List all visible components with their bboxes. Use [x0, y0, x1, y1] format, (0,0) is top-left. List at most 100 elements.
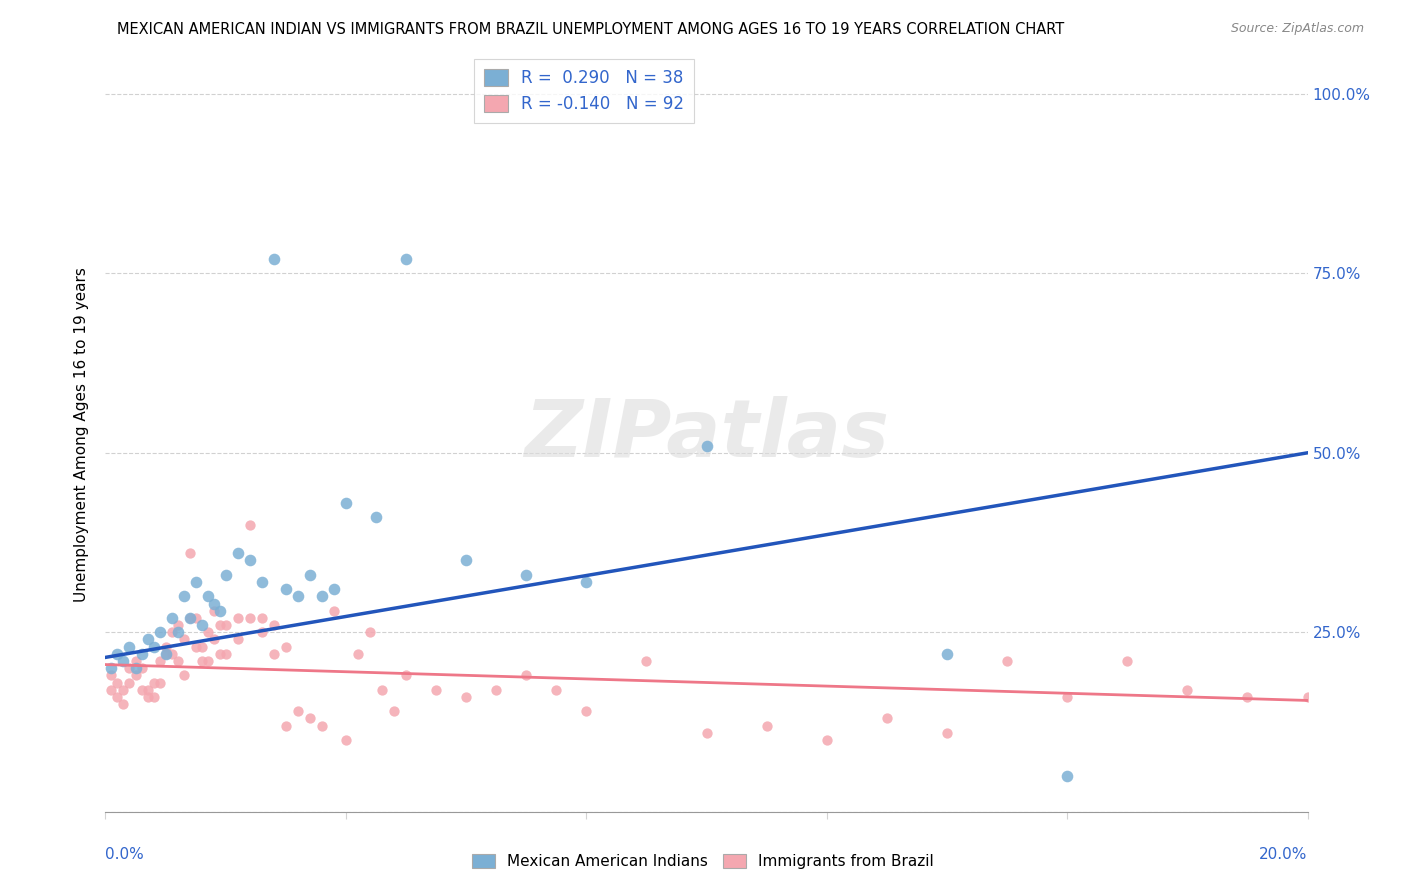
Point	[250, 574, 273, 589]
Point	[202, 632, 225, 647]
Point	[214, 567, 236, 582]
Point	[173, 668, 195, 682]
Point	[208, 618, 231, 632]
Point	[190, 618, 212, 632]
Point	[1056, 769, 1078, 783]
Point	[100, 682, 122, 697]
Point	[155, 647, 177, 661]
Point	[136, 682, 159, 697]
Point	[197, 654, 219, 668]
Point	[100, 668, 122, 682]
Y-axis label: Unemployment Among Ages 16 to 19 years: Unemployment Among Ages 16 to 19 years	[75, 268, 90, 602]
Point	[184, 640, 207, 654]
Point	[239, 611, 262, 625]
Point	[124, 661, 146, 675]
Point	[197, 625, 219, 640]
Point	[395, 252, 418, 266]
Point	[515, 668, 537, 682]
Point	[131, 647, 153, 661]
Point	[214, 647, 236, 661]
Point	[287, 590, 309, 604]
Text: 20.0%: 20.0%	[1260, 847, 1308, 863]
Point	[274, 640, 297, 654]
Point	[148, 625, 170, 640]
Point	[136, 690, 159, 704]
Point	[1175, 682, 1198, 697]
Point	[1236, 690, 1258, 704]
Point	[263, 647, 285, 661]
Point	[335, 733, 357, 747]
Point	[184, 611, 207, 625]
Point	[335, 496, 357, 510]
Point	[202, 604, 225, 618]
Point	[359, 625, 381, 640]
Point	[274, 718, 297, 732]
Point	[136, 632, 159, 647]
Point	[197, 590, 219, 604]
Point	[250, 611, 273, 625]
Point	[160, 611, 183, 625]
Point	[166, 625, 188, 640]
Text: 0.0%: 0.0%	[105, 847, 145, 863]
Point	[190, 640, 212, 654]
Point	[755, 718, 778, 732]
Point	[239, 553, 262, 567]
Point	[166, 654, 188, 668]
Point	[142, 675, 165, 690]
Point	[1357, 697, 1379, 711]
Point	[148, 675, 170, 690]
Point	[118, 675, 141, 690]
Point	[148, 654, 170, 668]
Point	[131, 682, 153, 697]
Point	[347, 647, 370, 661]
Point	[202, 597, 225, 611]
Point	[160, 625, 183, 640]
Point	[118, 661, 141, 675]
Point	[179, 611, 201, 625]
Point	[173, 632, 195, 647]
Point	[107, 690, 129, 704]
Point	[815, 733, 838, 747]
Point	[263, 252, 285, 266]
Point	[696, 725, 718, 739]
Point	[936, 725, 959, 739]
Point	[184, 574, 207, 589]
Point	[160, 647, 183, 661]
Point	[371, 682, 394, 697]
Point	[155, 640, 177, 654]
Point	[263, 618, 285, 632]
Point	[155, 647, 177, 661]
Point	[1116, 654, 1139, 668]
Point	[995, 654, 1018, 668]
Point	[382, 704, 405, 718]
Point	[226, 546, 249, 560]
Point	[179, 546, 201, 560]
Point	[166, 618, 188, 632]
Point	[208, 604, 231, 618]
Point	[239, 517, 262, 532]
Point	[936, 647, 959, 661]
Point	[112, 697, 135, 711]
Legend: Mexican American Indians, Immigrants from Brazil: Mexican American Indians, Immigrants fro…	[465, 847, 941, 875]
Point	[131, 661, 153, 675]
Point	[142, 690, 165, 704]
Point	[1056, 690, 1078, 704]
Point	[575, 574, 598, 589]
Point	[322, 604, 344, 618]
Point	[696, 439, 718, 453]
Point	[454, 553, 477, 567]
Text: ZIPatlas: ZIPatlas	[524, 396, 889, 474]
Text: Source: ZipAtlas.com: Source: ZipAtlas.com	[1230, 22, 1364, 36]
Point	[124, 668, 146, 682]
Point	[112, 682, 135, 697]
Point	[274, 582, 297, 597]
Legend: R =  0.290   N = 38, R = -0.140   N = 92: R = 0.290 N = 38, R = -0.140 N = 92	[474, 59, 695, 123]
Point	[876, 711, 898, 725]
Point	[298, 711, 321, 725]
Point	[112, 654, 135, 668]
Point	[298, 567, 321, 582]
Point	[142, 640, 165, 654]
Point	[226, 632, 249, 647]
Point	[322, 582, 344, 597]
Point	[118, 640, 141, 654]
